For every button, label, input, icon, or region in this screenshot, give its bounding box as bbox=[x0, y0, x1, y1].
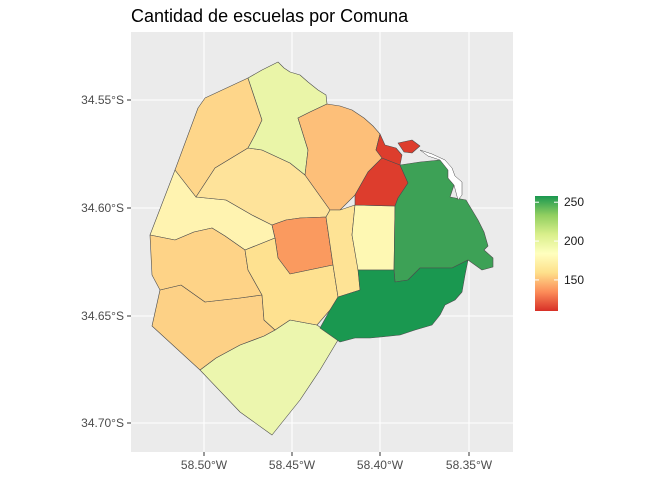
comuna-4[interactable] bbox=[319, 259, 469, 343]
x-axis: 58.50°W 58.45°W 58.40°W 58.35°W bbox=[181, 452, 493, 472]
y-tick-label: 34.55°S bbox=[81, 93, 124, 107]
comuna-1b[interactable] bbox=[397, 139, 421, 154]
x-tick-label: 58.40°W bbox=[357, 458, 404, 472]
legend-tick-label: 150 bbox=[564, 273, 584, 287]
legend: 250 200 150 bbox=[535, 195, 584, 311]
legend-tick-label: 200 bbox=[564, 234, 584, 248]
x-tick-label: 58.45°W bbox=[269, 458, 316, 472]
comuna-3[interactable] bbox=[351, 204, 396, 271]
x-tick-label: 58.50°W bbox=[181, 458, 228, 472]
water-outline bbox=[419, 149, 463, 201]
legend-tick-label: 250 bbox=[564, 195, 584, 209]
legend-ticks: 250 200 150 bbox=[535, 195, 584, 287]
comuna-1[interactable] bbox=[375, 133, 403, 166]
y-tick-label: 34.60°S bbox=[81, 201, 124, 215]
y-tick-label: 34.65°S bbox=[81, 309, 124, 323]
river-port-strip bbox=[419, 149, 463, 201]
chart-title: Cantidad de escuelas por Comuna bbox=[131, 6, 409, 26]
comunas bbox=[149, 61, 494, 436]
y-axis: 34.55°S 34.60°S 34.65°S 34.70°S bbox=[81, 93, 131, 430]
legend-colorbar bbox=[535, 196, 558, 311]
x-tick-label: 58.35°W bbox=[446, 458, 493, 472]
y-tick-label: 34.70°S bbox=[81, 416, 124, 430]
comuna-7[interactable] bbox=[244, 237, 339, 331]
